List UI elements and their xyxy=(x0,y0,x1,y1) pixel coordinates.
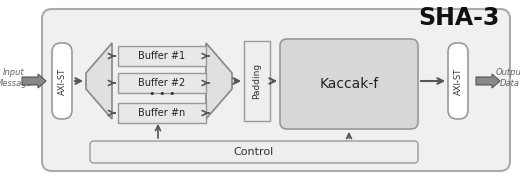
FancyBboxPatch shape xyxy=(280,39,418,129)
Text: • • •: • • • xyxy=(149,89,175,99)
Text: Buffer #n: Buffer #n xyxy=(138,108,186,118)
Text: AXI-ST: AXI-ST xyxy=(58,67,67,95)
FancyBboxPatch shape xyxy=(448,43,468,119)
Text: Kaccak-f: Kaccak-f xyxy=(319,77,379,91)
FancyBboxPatch shape xyxy=(90,141,418,163)
Bar xyxy=(118,103,206,123)
FancyBboxPatch shape xyxy=(52,43,72,119)
Polygon shape xyxy=(86,43,112,119)
Text: Buffer #2: Buffer #2 xyxy=(138,78,186,88)
Polygon shape xyxy=(476,74,500,88)
Bar xyxy=(118,73,206,93)
Text: SHA-3: SHA-3 xyxy=(419,6,500,30)
Text: Input
Message: Input Message xyxy=(0,68,32,88)
Polygon shape xyxy=(206,43,232,119)
Bar xyxy=(118,46,206,66)
FancyBboxPatch shape xyxy=(42,9,510,171)
Text: Output
Data: Output Data xyxy=(496,68,520,88)
Text: AXI-ST: AXI-ST xyxy=(453,67,462,95)
Text: Buffer #1: Buffer #1 xyxy=(138,51,186,61)
Text: Control: Control xyxy=(234,147,274,157)
Text: Padding: Padding xyxy=(253,63,262,99)
Polygon shape xyxy=(22,74,46,88)
Bar xyxy=(244,41,270,121)
